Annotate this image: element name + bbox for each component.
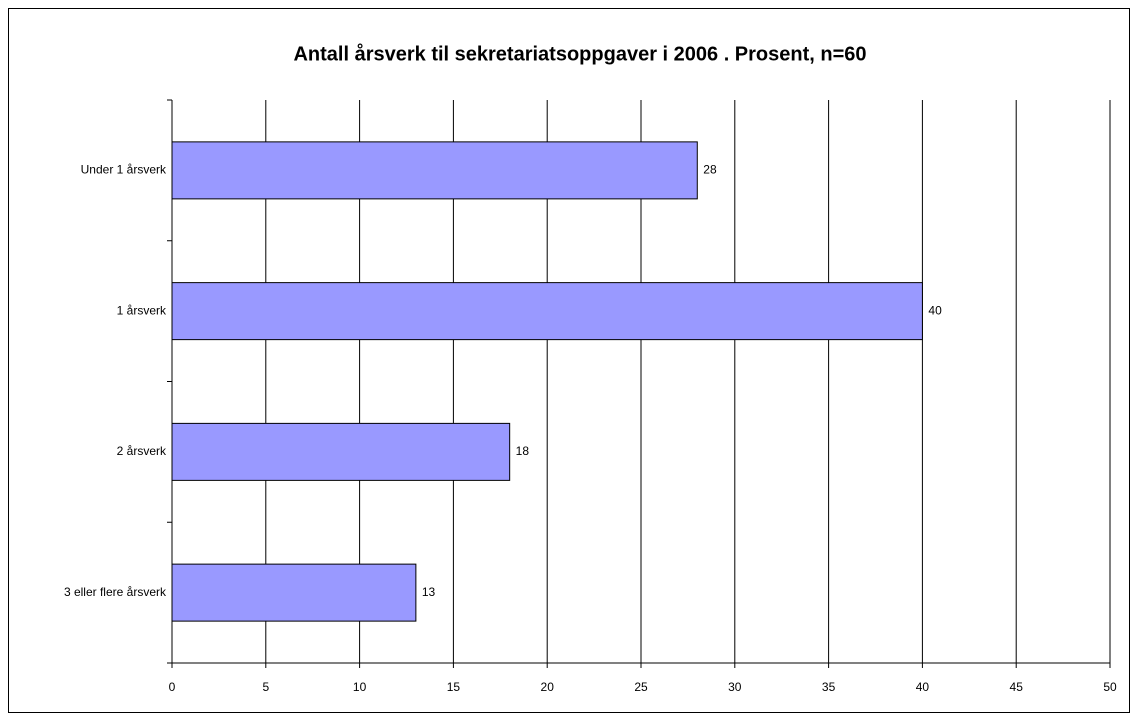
- x-tick-label: 5: [262, 680, 269, 694]
- bar: [171, 563, 417, 622]
- data-label: 28: [703, 163, 717, 177]
- y-tick-label: 1 årsverk: [117, 303, 167, 317]
- bar: [171, 282, 923, 341]
- x-tick-label: 20: [541, 680, 555, 694]
- x-tick-label: 25: [634, 680, 648, 694]
- data-label: 18: [516, 444, 530, 458]
- bar: [171, 141, 698, 200]
- x-tick-label: 0: [169, 680, 176, 694]
- x-tick-label: 45: [1010, 680, 1024, 694]
- chart-title: Antall årsverk til sekretariatsoppgaver …: [293, 42, 866, 65]
- x-tick-label: 30: [728, 680, 742, 694]
- x-tick-label: 35: [822, 680, 836, 694]
- data-label: 13: [422, 585, 436, 599]
- x-tick-label: 50: [1103, 680, 1117, 694]
- y-tick-label: 3 eller flere årsverk: [64, 585, 167, 599]
- x-tick-label: 40: [916, 680, 930, 694]
- data-label: 40: [928, 303, 942, 317]
- x-tick-label: 15: [447, 680, 461, 694]
- y-tick-label: 2 årsverk: [117, 444, 167, 458]
- x-tick-label: 10: [353, 680, 367, 694]
- bar: [171, 422, 511, 481]
- y-tick-label: Under 1 årsverk: [81, 163, 167, 177]
